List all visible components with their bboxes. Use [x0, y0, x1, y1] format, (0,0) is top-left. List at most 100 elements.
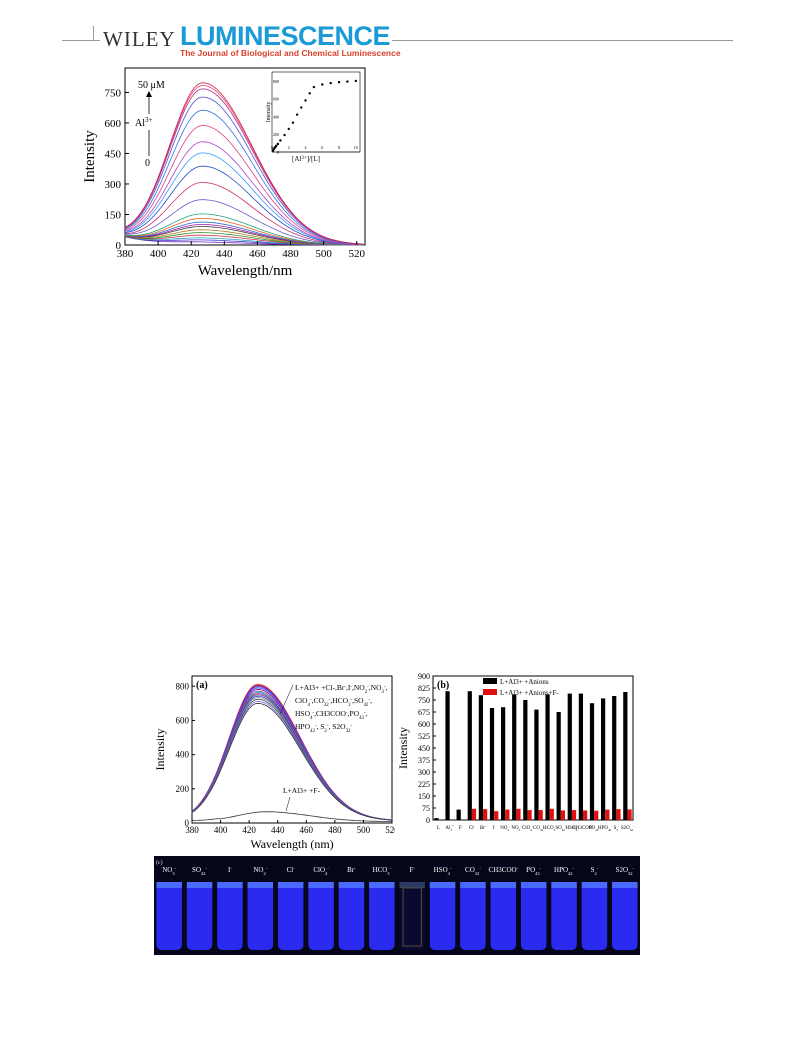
y-tick-label: 375 — [418, 756, 430, 765]
bar-black — [623, 692, 628, 820]
vial-label: Br- — [347, 866, 356, 875]
vial — [308, 882, 334, 950]
vial-label: HCO3- — [373, 866, 392, 876]
fluoride-pointer — [285, 796, 291, 812]
bar-red — [583, 810, 588, 820]
vial — [612, 882, 638, 950]
vial — [186, 882, 213, 950]
vial-outline — [402, 887, 422, 947]
x-tick-label: 380 — [185, 825, 199, 835]
bar-red — [471, 808, 477, 820]
spectrum-line — [124, 125, 364, 245]
vial-label: PO43- — [526, 866, 542, 876]
header-tick — [93, 26, 94, 41]
vial — [338, 882, 365, 950]
spectrum-line — [191, 688, 393, 821]
ion-label: Al3+ — [135, 116, 153, 129]
vial-cap-glow — [490, 882, 517, 888]
bar-black — [467, 691, 472, 820]
vial-label: CH3COO- — [489, 866, 519, 875]
x-tick-label: HCO3- — [543, 824, 556, 832]
y-axis-label: Intensity — [396, 727, 410, 769]
vial-label: CO32- — [465, 866, 481, 876]
spectrum-line — [191, 684, 393, 821]
legend-text-line: L+Al3+ +Cl-,Br-,I-,NO2-,NO3-, — [295, 683, 388, 695]
vial-cap-glow — [460, 882, 486, 888]
spectrum-line — [191, 702, 393, 821]
legend-pointer — [279, 684, 294, 715]
inset-y-tick: 0 — [277, 150, 279, 155]
y-tick-label: 600 — [105, 118, 122, 130]
x-tick-label: 500 — [357, 825, 371, 835]
vial-cap-glow — [581, 882, 608, 888]
x-tick-label: 420 — [242, 825, 256, 835]
spectrum-line — [124, 152, 364, 245]
spectrum-line — [124, 82, 364, 245]
vial-row: (c)NO3- SO42- I- NO2- Cl- ClO4- Br- HCO3- F- HSO4… — [156, 859, 638, 950]
vial — [520, 882, 547, 950]
vial — [581, 882, 608, 950]
bar-red — [549, 808, 554, 820]
legend-text-line: HSO4-,CH3COO-,PO43-, — [295, 709, 368, 721]
y-tick-label: 600 — [418, 720, 430, 729]
inset-point — [337, 81, 341, 84]
x-tick-label: HSO4- — [566, 824, 579, 832]
bar-red — [494, 811, 499, 820]
x-axis-label: Wavelength/nm — [198, 263, 293, 279]
fluoride-label: L+Al3+ +F- — [283, 786, 321, 795]
spectrum-line — [124, 141, 364, 245]
y-tick-label: 450 — [418, 744, 430, 753]
vial-label: HPO42- — [554, 866, 575, 876]
legend-label-black: L+Al3+ +Anions — [500, 678, 549, 686]
x-tick-label: 480 — [282, 248, 299, 260]
spectrum-line — [191, 693, 393, 821]
vial-label: ClO4- — [313, 866, 329, 876]
figure2c-photo: (c) NO3- SO42- I- NO2- Cl- ClO4- Br- HCO3- F- HSO4… — [154, 856, 640, 955]
bar-black — [578, 693, 583, 820]
plot-frame — [191, 675, 393, 824]
legend-swatch-red — [483, 689, 497, 695]
journal-subtitle: The Journal of Biological and Chemical L… — [180, 48, 401, 58]
vial-cap-glow — [156, 882, 182, 888]
bar-black — [501, 707, 506, 820]
x-tick-label: 520 — [348, 248, 365, 260]
journal-title: LUMINESCENCE — [178, 21, 393, 51]
arrow-head — [146, 91, 152, 97]
inset-point — [300, 106, 303, 109]
bar-black — [489, 708, 495, 820]
vial — [217, 882, 243, 950]
x-tick-label: S2- — [614, 824, 620, 832]
y-tick-label: 300 — [418, 768, 430, 777]
bar-black — [434, 818, 439, 820]
bar-black — [589, 703, 595, 820]
inset-point — [321, 83, 324, 86]
inset-x-tick: 8 — [338, 145, 340, 150]
figure1-chart: 380 400 420 440 460 480 500 5200150300450600750… — [82, 67, 366, 279]
x-tick-label: NO3- — [511, 824, 521, 832]
vial-cap-glow — [551, 882, 577, 888]
y-axis-label: Intensity — [82, 130, 98, 183]
header-rule — [62, 40, 733, 41]
vial — [399, 882, 425, 950]
bar-black — [567, 693, 572, 820]
x-tick-label: 460 — [249, 248, 266, 260]
vial-cap-glow — [247, 882, 274, 888]
y-tick-label: 750 — [418, 696, 430, 705]
vial-cap-glow — [399, 882, 425, 888]
x-tick-label: 500 — [315, 248, 332, 260]
y-tick-label: 225 — [418, 780, 430, 789]
vial — [460, 882, 486, 950]
vial-cap-glow — [277, 882, 304, 888]
bar-black — [545, 694, 550, 820]
vial-label: SO42- — [192, 866, 208, 876]
x-tick-label: Cl- — [469, 824, 475, 831]
vial-label: S2- — [591, 866, 599, 876]
bar-red — [594, 810, 599, 820]
legend-text-line: ClO4-,CO32-,HCO3-,SO42-, — [295, 696, 372, 708]
x-tick-label: S2O32- — [621, 824, 634, 832]
spectrum-line — [191, 686, 393, 821]
inset-point — [291, 121, 295, 124]
bar-red — [605, 809, 610, 820]
x-tick-label: 400 — [214, 825, 228, 835]
vial — [551, 882, 577, 950]
